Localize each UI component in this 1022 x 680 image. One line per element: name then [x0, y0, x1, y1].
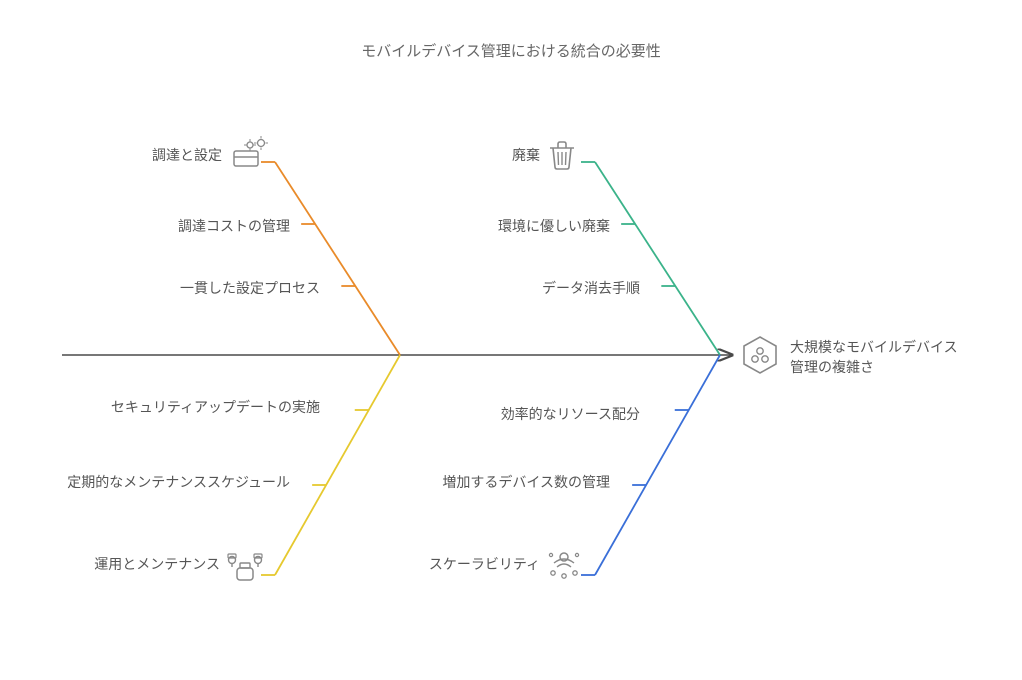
outcome-label: 大規模なモバイルデバイス管理の複雑さ: [790, 338, 965, 377]
item-top-left-0: 調達コストの管理: [60, 217, 290, 236]
category-top-right: 廃棄: [420, 146, 540, 165]
item-top-right-1: データ消去手順: [380, 279, 640, 298]
item-bot-left-0: セキュリティアップデートの実施: [60, 398, 320, 417]
item-top-left-1: 一貫した設定プロセス: [60, 279, 320, 298]
category-top-left: 調達と設定: [60, 146, 222, 165]
maintenance-icon: [225, 548, 265, 584]
category-bot-left: 運用とメンテナンス: [40, 555, 220, 574]
item-bot-right-1: 増加するデバイス数の管理: [380, 473, 610, 492]
integration-icon: [738, 333, 782, 377]
item-top-right-0: 環境に優しい廃棄: [380, 217, 610, 236]
scalability-icon: [545, 547, 583, 581]
item-bot-left-1: 定期的なメンテナンススケジュール: [60, 473, 290, 492]
trash-icon: [545, 137, 579, 171]
item-bot-right-0: 効率的なリソース配分: [380, 405, 640, 424]
category-bot-right: スケーラビリティ: [360, 555, 540, 574]
config-box-icon: [228, 135, 268, 171]
